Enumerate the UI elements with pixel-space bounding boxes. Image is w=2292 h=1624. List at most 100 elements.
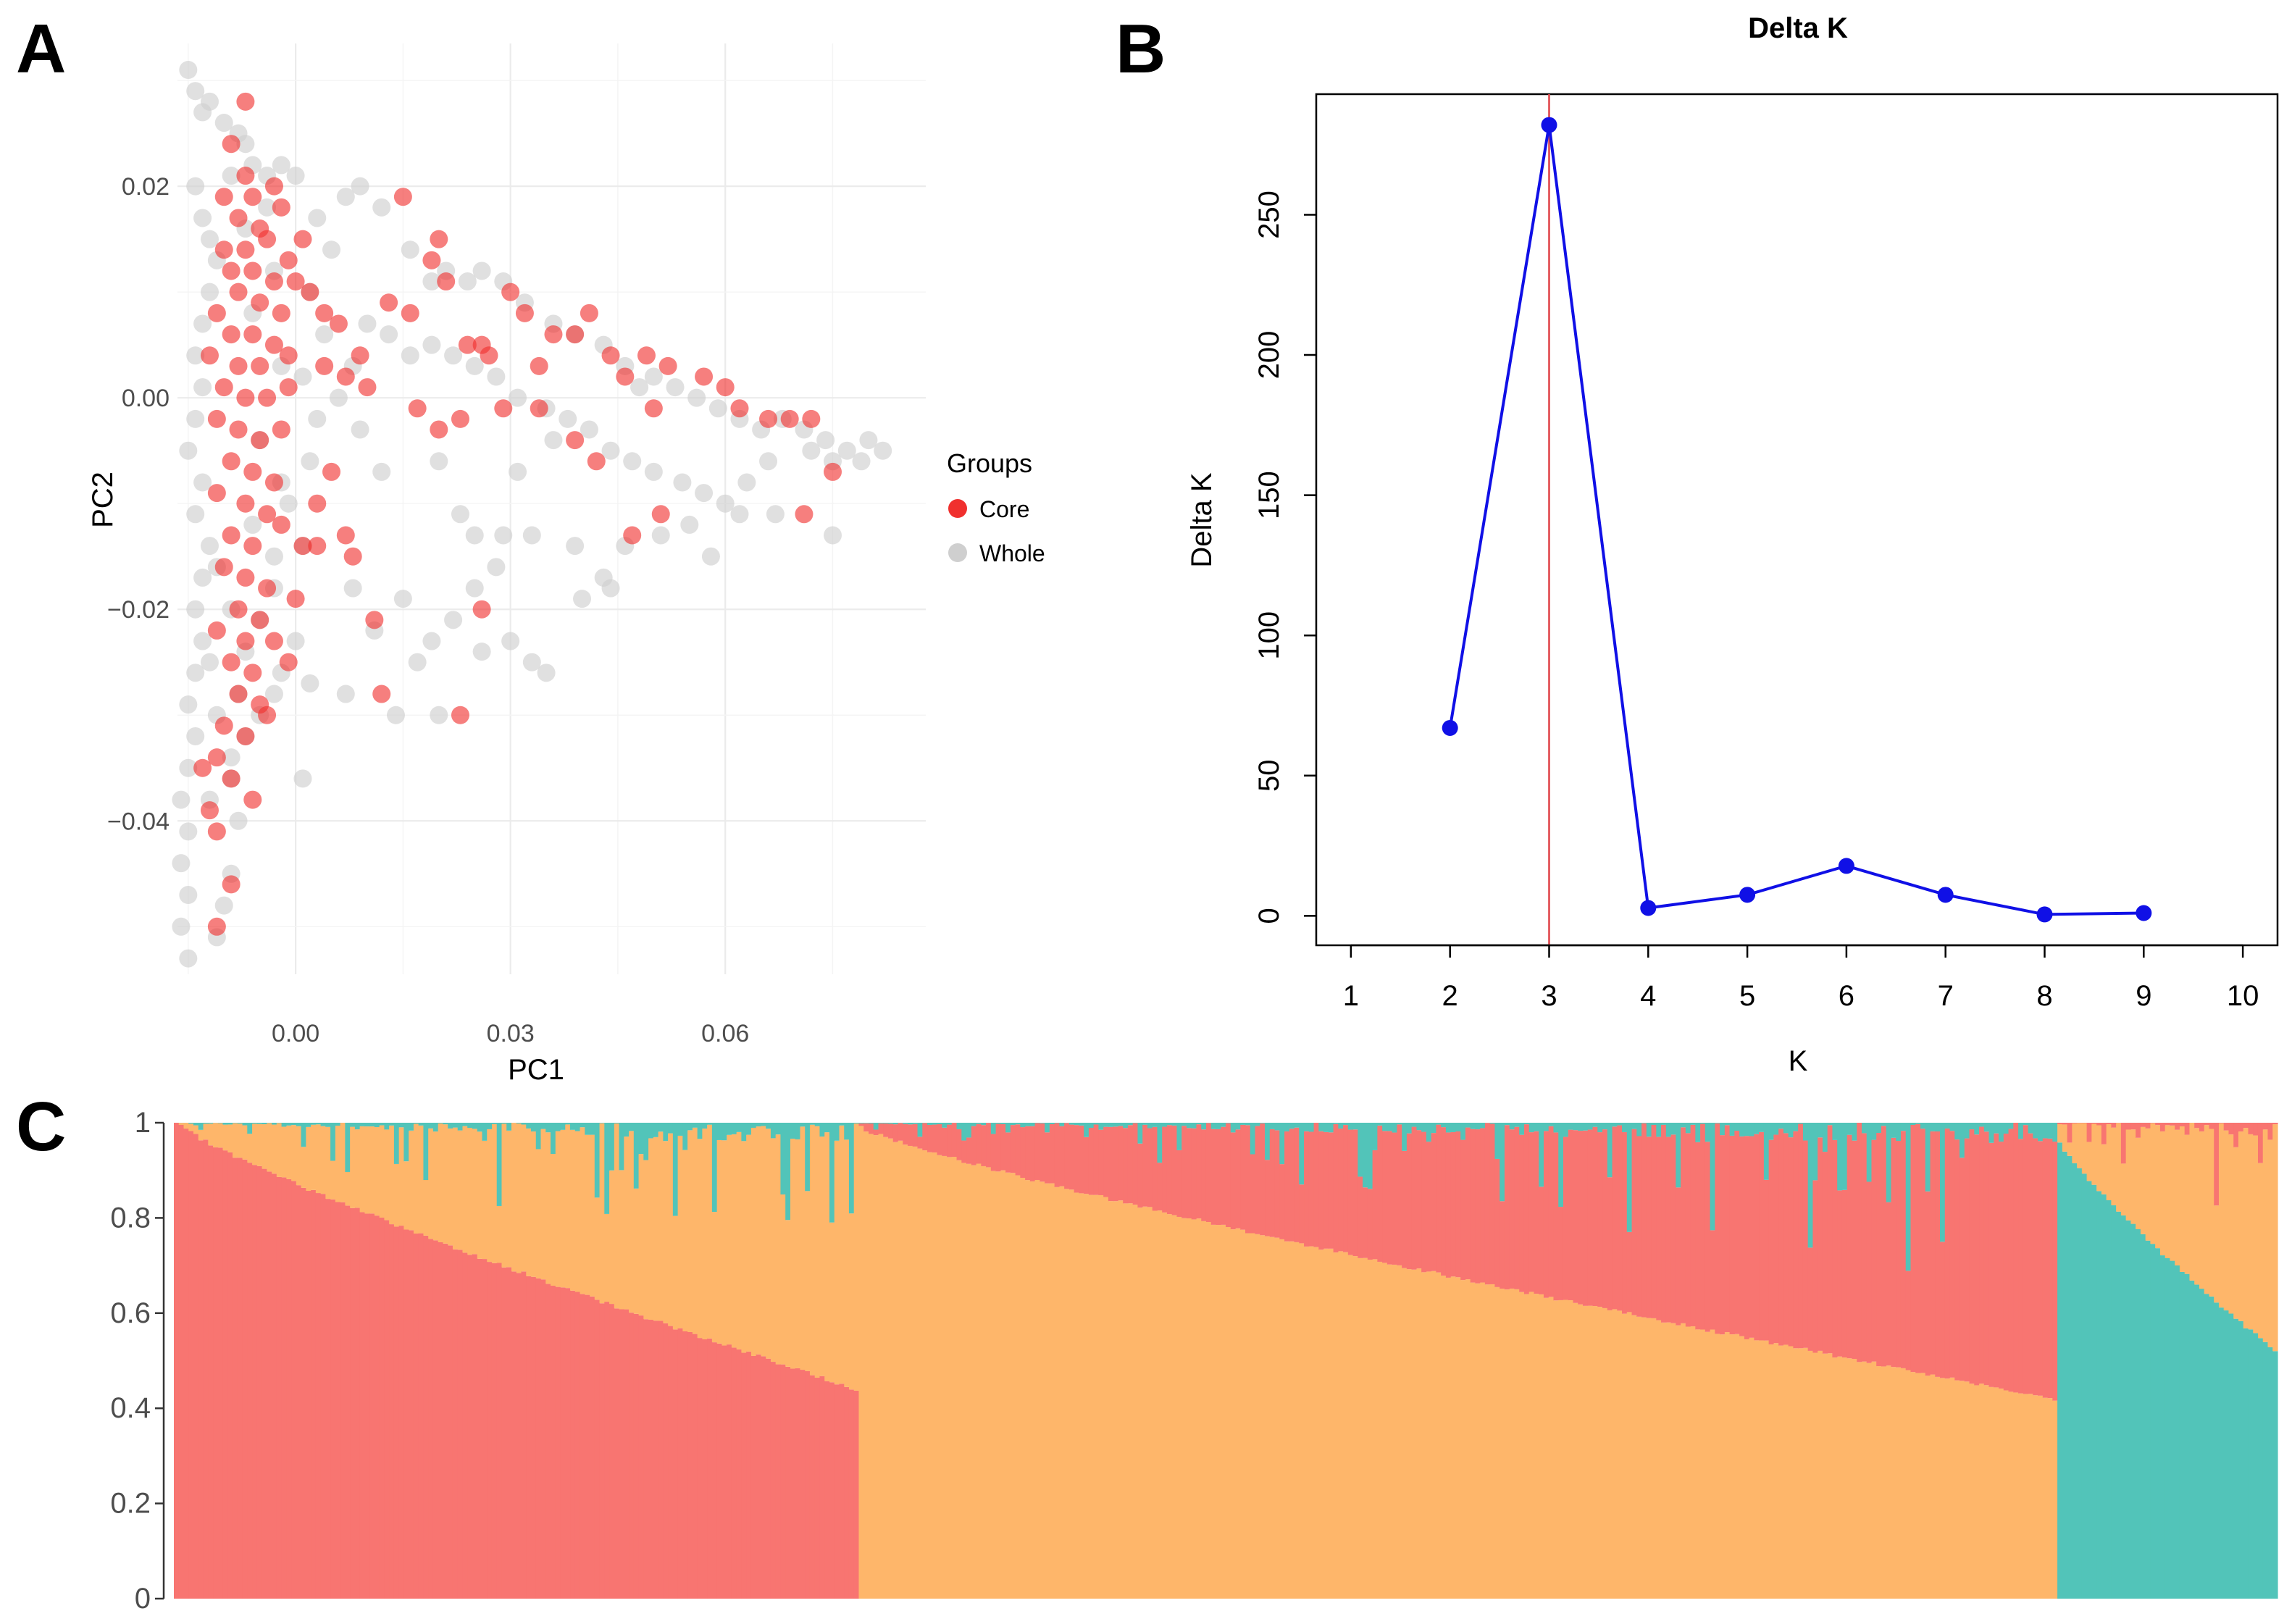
structure-bar-segment (594, 1123, 601, 1198)
structure-bar-segment (2028, 1133, 2033, 1394)
whole-point (487, 558, 506, 577)
structure-bar-segment (697, 1139, 703, 1339)
structure-bar-segment (756, 1123, 762, 1127)
structure-bar-segment (668, 1133, 674, 1326)
structure-bar-segment (286, 1179, 292, 1599)
whole-point (336, 685, 355, 703)
whole-point (179, 61, 198, 80)
structure-bar-segment (677, 1123, 683, 1136)
whole-point (279, 494, 298, 513)
structure-bar-segment (1523, 1124, 1530, 1294)
structure-bar-segment (1705, 1142, 1711, 1332)
whole-point (630, 378, 649, 397)
structure-bar-segment (677, 1135, 683, 1328)
whole-point (559, 409, 577, 428)
structure-bar-segment (1484, 1123, 1491, 1285)
structure-bar-segment (1871, 1123, 1877, 1140)
structure-bar-segment (1905, 1271, 1912, 1370)
structure-bar-segment (413, 1123, 419, 1234)
structure-bar-segment (1681, 1323, 1686, 1599)
structure-bar-segment (1186, 1128, 1192, 1219)
structure-bar-segment (1411, 1269, 1417, 1599)
structure-bar-segment (560, 1287, 566, 1599)
whole-point (214, 114, 233, 133)
structure-bar-segment (1255, 1123, 1260, 1126)
structure-bar-segment (227, 1124, 233, 1152)
structure-bar-segment (892, 1123, 899, 1125)
structure-bar-segment (2130, 1223, 2136, 1599)
whole-point (472, 643, 491, 661)
core-point (222, 135, 241, 154)
core-point (401, 304, 419, 322)
structure-bar-segment (658, 1320, 664, 1599)
structure-bar-segment (682, 1123, 688, 1150)
structure-bar-segment (1651, 1123, 1657, 1125)
legend-title: Groups (947, 448, 1032, 478)
structure-bar-segment (629, 1123, 635, 1131)
structure-bar-segment (1949, 1131, 1955, 1378)
structure-bar-segment (393, 1163, 400, 1227)
structure-bar-segment (2106, 1124, 2112, 1200)
structure-bar-segment (2189, 1123, 2195, 1281)
core-point (651, 505, 670, 524)
structure-bar-segment (1994, 1123, 1999, 1134)
structure-bar-segment (1363, 1123, 1368, 1188)
structure-bar-segment (2145, 1123, 2151, 1129)
structure-bar-segment (286, 1123, 292, 1126)
structure-bar-segment (1597, 1123, 1603, 1133)
structure-bar-segment (1935, 1376, 1941, 1599)
whole-point (179, 441, 198, 460)
core-point (336, 367, 355, 386)
structure-bar-segment (1636, 1136, 1642, 1317)
delta-k-x-tick-label: 5 (1739, 980, 1755, 1012)
structure-bar-segment (1602, 1123, 1608, 1130)
structure-bar-segment (364, 1126, 370, 1214)
core-point (258, 388, 277, 407)
structure-bar-segment (829, 1123, 835, 1223)
structure-bar-segment (1392, 1123, 1397, 1133)
core-point (530, 356, 548, 375)
whole-point (666, 378, 685, 397)
structure-bar-segment (1162, 1126, 1168, 1213)
structure-bar-segment (1068, 1123, 1075, 1125)
whole-point (343, 579, 362, 598)
structure-bar-segment (2243, 1328, 2249, 1599)
structure-bar-segment (707, 1338, 713, 1599)
whole-point (766, 505, 785, 524)
pca-y-tick-label: −0.02 (107, 596, 170, 624)
structure-bar-segment (1470, 1282, 1476, 1599)
structure-bar-segment (1798, 1123, 1804, 1349)
whole-point (573, 590, 592, 608)
structure-bar-segment (1250, 1123, 1256, 1155)
whole-point (430, 706, 448, 724)
structure-bar-segment (1846, 1358, 1853, 1599)
structure-bar-segment (1523, 1294, 1530, 1599)
structure-bar-segment (937, 1155, 942, 1599)
structure-bar-segment (1841, 1189, 1848, 1358)
whole-point (372, 198, 391, 217)
structure-bar-segment (2159, 1255, 2166, 1599)
structure-bar-segment (932, 1124, 938, 1153)
structure-bar-segment (2038, 1141, 2044, 1396)
core-point (229, 282, 248, 301)
structure-bar-segment (775, 1134, 782, 1365)
structure-bar-segment (2228, 1134, 2234, 1314)
structure-bar-segment (2072, 1163, 2078, 1599)
structure-bar-segment (1137, 1143, 1143, 1208)
structure-bar-segment (956, 1160, 962, 1599)
structure-bar-segment (2023, 1123, 2029, 1126)
structure-bar-segment (1186, 1218, 1192, 1599)
structure-bar-segment (1313, 1247, 1319, 1599)
structure-bar-segment (1113, 1201, 1119, 1599)
core-point (258, 579, 277, 598)
structure-bar-segment (432, 1123, 439, 1132)
whole-point (458, 272, 477, 291)
core-point (494, 399, 513, 418)
core-point (759, 409, 778, 428)
structure-bar-segment (252, 1123, 258, 1165)
structure-bar-segment (1025, 1123, 1031, 1126)
structure-bar-segment (1005, 1132, 1011, 1173)
structure-bar-segment (932, 1123, 938, 1125)
structure-bar-segment (1915, 1373, 1921, 1599)
structure-bar-segment (1489, 1284, 1496, 1599)
